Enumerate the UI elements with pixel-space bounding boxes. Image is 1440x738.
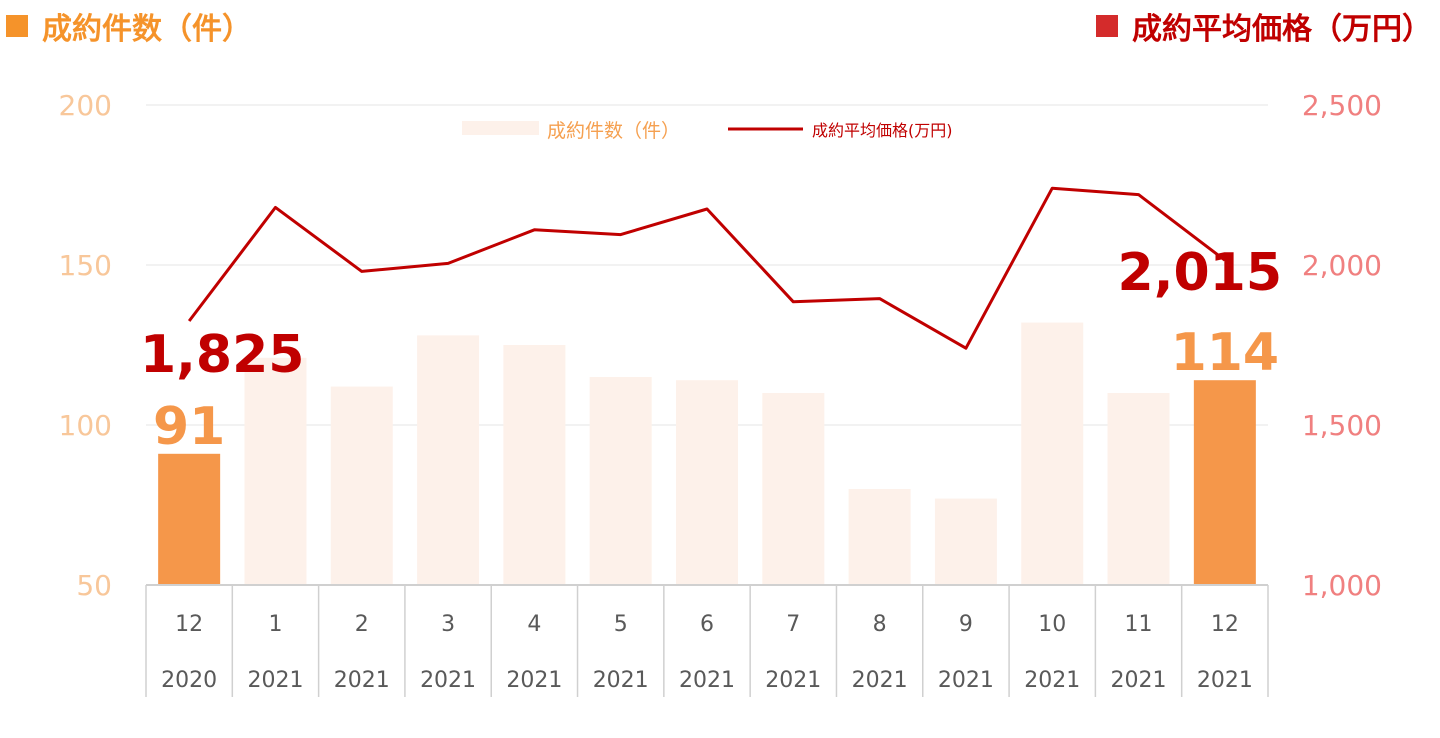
- x-tick-month: 9: [959, 612, 973, 637]
- x-tick-month: 6: [700, 612, 714, 637]
- legend: 成約件数（件） 成約平均価格(万円): [462, 120, 953, 142]
- orange-square-icon: [6, 15, 28, 37]
- bar: [158, 453, 221, 585]
- x-tick-month: 12: [175, 612, 203, 637]
- bar: [1193, 380, 1256, 585]
- x-tick-month: 3: [441, 612, 455, 637]
- price-line: [187, 186, 1226, 350]
- bar: [1021, 322, 1084, 585]
- bar: [589, 377, 652, 585]
- x-tick-month: 4: [527, 612, 541, 637]
- line-series: [187, 186, 1226, 350]
- bar: [330, 386, 393, 585]
- bar-series: [158, 322, 1256, 585]
- x-tick-year: 2021: [420, 668, 476, 693]
- x-tick-month: 8: [873, 612, 887, 637]
- x-tick-year: 2021: [334, 668, 390, 693]
- bar: [1107, 393, 1170, 585]
- x-tick-year: 2021: [1111, 668, 1167, 693]
- bar: [503, 345, 566, 585]
- y-right-tick: 2,000: [1302, 249, 1382, 282]
- x-tick-month: 7: [786, 612, 800, 637]
- x-tick-year: 2021: [506, 668, 562, 693]
- x-tick-year: 2021: [938, 668, 994, 693]
- x-tick-year: 2021: [1024, 668, 1080, 693]
- x-tick-year: 2021: [765, 668, 821, 693]
- gridlines: [146, 104, 1268, 426]
- legend-label-count: 成約件数（件）: [547, 120, 680, 142]
- x-tick-year: 2021: [1197, 668, 1253, 693]
- bar: [848, 489, 911, 585]
- y-left-tick: 50: [76, 569, 112, 602]
- x-tick-month: 5: [614, 612, 628, 637]
- left-y-axis: 50 100 150 200: [59, 89, 112, 602]
- bar: [762, 393, 825, 585]
- count-callout: 91: [153, 397, 225, 457]
- category-axis: 12 2020 1 2021 2 2021 3 2021 4 2021 5 2021 6 2021 7 202…: [145, 584, 1269, 697]
- x-tick-year: 2020: [161, 668, 217, 693]
- x-tick-year: 2021: [247, 668, 303, 693]
- x-tick-year: 2021: [679, 668, 735, 693]
- x-tick-month: 2: [355, 612, 369, 637]
- x-tick-month: 1: [268, 612, 282, 637]
- y-left-tick: 200: [59, 89, 112, 122]
- x-tick-month: 11: [1125, 612, 1153, 637]
- price-callout: 1,825: [140, 325, 304, 385]
- legend-label-price: 成約平均価格(万円): [812, 121, 953, 140]
- y-left-tick: 150: [59, 249, 112, 282]
- x-tick-year: 2021: [852, 668, 908, 693]
- price-callout: 2,015: [1118, 243, 1282, 303]
- callouts: 1,825 91 2,015 114: [140, 243, 1282, 457]
- bar: [676, 380, 738, 585]
- right-y-axis: 1,000 1,500 2,000 2,500: [1302, 89, 1382, 602]
- y-right-tick: 1,500: [1302, 409, 1382, 442]
- y-right-tick: 2,500: [1302, 89, 1382, 122]
- bar: [934, 498, 997, 585]
- right-axis-title: 成約平均価格（万円）: [1096, 4, 1432, 48]
- bar: [244, 357, 307, 585]
- red-square-icon: [1096, 15, 1118, 37]
- legend-swatch-count: [462, 121, 539, 135]
- x-tick-year: 2021: [593, 668, 649, 693]
- right-axis-title-text: 成約平均価格（万円）: [1132, 12, 1432, 47]
- x-tick-month: 10: [1038, 612, 1066, 637]
- y-right-tick: 1,000: [1302, 569, 1382, 602]
- y-left-tick: 100: [59, 409, 112, 442]
- left-axis-title-text: 成約件数（件）: [42, 12, 252, 47]
- left-axis-title: 成約件数（件）: [6, 4, 252, 48]
- bar: [417, 335, 480, 585]
- count-callout: 114: [1171, 323, 1280, 383]
- x-tick-month: 12: [1211, 612, 1239, 637]
